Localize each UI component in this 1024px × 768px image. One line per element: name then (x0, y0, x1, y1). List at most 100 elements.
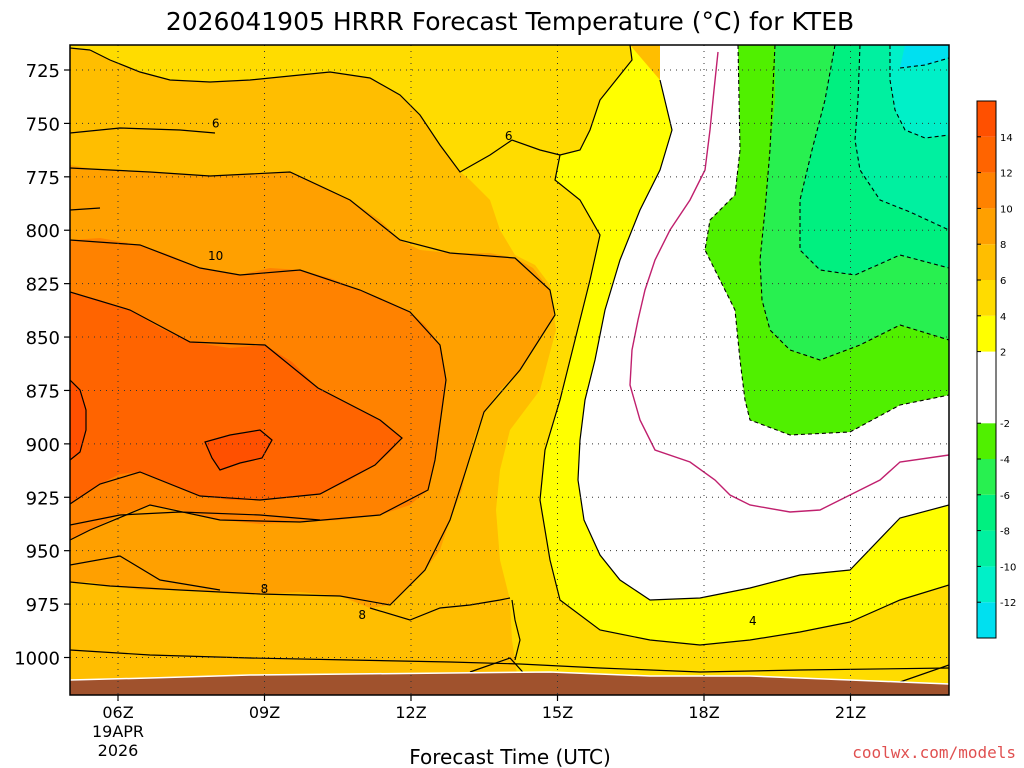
temperature-field (70, 45, 949, 695)
plot-frame (69, 44, 950, 696)
colorbar-tick-label: -10 (1000, 562, 1016, 573)
contour-12-surface (70, 511, 321, 526)
ground-terrain (70, 672, 949, 695)
contour-neg2 (704, 45, 949, 436)
colorbar-tick-label: 4 (1000, 312, 1006, 323)
y-tick-label: 775 (26, 168, 60, 189)
contour-near-surface-1 (70, 649, 949, 673)
contour-14-left (70, 379, 87, 461)
y-tick-label: 850 (26, 328, 60, 349)
x-tick-label: 09Z (249, 703, 280, 722)
contour-12 (70, 291, 403, 505)
freezing-contour (629, 51, 949, 513)
band-neg12-neg10 (890, 45, 949, 138)
band-2-4 (540, 45, 949, 645)
colorbar-bin (977, 566, 996, 603)
colorbar-bin (977, 244, 996, 280)
colorbar-bin (977, 315, 996, 352)
contour-6-lower (539, 154, 949, 646)
y-tick-label: 975 (26, 595, 60, 616)
contour-upper-right (559, 45, 633, 156)
x-tick-label: 12Z (395, 703, 426, 722)
contour-8-upper-left (70, 47, 91, 51)
x-axis-label: Forecast Time (UTC) (409, 745, 611, 768)
y-tick-label: 875 (26, 381, 60, 402)
negative-contours (704, 45, 949, 436)
colorbar-bin (977, 494, 996, 531)
chart-title: 2026041905 HRRR Forecast Temperature (°C… (166, 7, 854, 36)
x-tick-label: 18Z (688, 703, 719, 722)
contour-8-sounding (70, 207, 101, 211)
contour-4-lower (577, 79, 949, 601)
colorbar: 14 12 10 8 6 4 2 -2 -4 -6 -8 -10 -12 (976, 100, 1016, 639)
colorbar-tick-label: 14 (1000, 133, 1013, 144)
band-14-core-center (205, 430, 272, 470)
band-neg2-2 (578, 45, 949, 600)
y-tick-label: 925 (26, 488, 60, 509)
contour-neg10 (889, 45, 949, 139)
contour-label: 8 (261, 582, 269, 596)
colorbar-tick-label: 10 (1000, 204, 1013, 215)
contour-14-center (204, 429, 273, 471)
contour-labels: 6 6 10 8 8 4 (208, 116, 757, 628)
contour-10-lower (70, 239, 447, 541)
colorbar-tick-label: -2 (1000, 419, 1010, 430)
band-4-6-lower (460, 45, 949, 695)
y-tick-label: 900 (26, 435, 60, 456)
contour-8-surface (511, 599, 521, 661)
x-tick-label: 06Z (102, 703, 133, 722)
contour-8-mid (369, 597, 511, 621)
band-12-14 (70, 292, 402, 504)
gridlines (70, 45, 949, 695)
contour-label: 10 (208, 249, 223, 263)
y-tick-label: 1000 (14, 649, 60, 670)
colorbar-frame (976, 100, 997, 639)
contour-label: 6 (212, 116, 220, 130)
x-axis: 06Z 09Z 12Z 15Z 18Z 21Z (102, 695, 866, 722)
colorbar-tick-label: 8 (1000, 240, 1006, 251)
y-tick-label: 950 (26, 542, 60, 563)
colorbar-bin (977, 459, 996, 495)
y-tick-label: 825 (26, 275, 60, 296)
contour-upper-left (89, 49, 561, 173)
y-tick-label: 750 (26, 114, 60, 135)
x-date-label-day: 19APR (92, 722, 144, 741)
colorbar-tick-label: 12 (1000, 169, 1013, 180)
colorbar-bin (977, 172, 996, 209)
x-date-label-year: 2026 (98, 741, 139, 760)
colorbar-bin (977, 208, 996, 245)
colorbar-tick-label: -12 (1000, 598, 1016, 609)
y-tick-label: 725 (26, 61, 60, 82)
colorbar-tick-label: 2 (1000, 348, 1006, 359)
colorbar-bin (977, 423, 996, 459)
colorbar-bin (977, 101, 996, 137)
contour-label: 4 (749, 614, 757, 628)
contour-label: 8 (358, 608, 366, 622)
colorbar-bin (977, 136, 996, 173)
y-tick-label: 800 (26, 221, 60, 242)
contour-6-west (70, 127, 216, 134)
colorbar-tick-label: -6 (1000, 491, 1010, 502)
band-14-core-left (70, 380, 86, 460)
colorbar-tick-label: -4 (1000, 455, 1010, 466)
x-tick-label: 15Z (542, 703, 573, 722)
contour-neg12 (899, 57, 949, 69)
band-neg14-neg12 (900, 45, 949, 68)
colorbar-bin (977, 602, 996, 638)
surface-line (70, 671, 949, 685)
colorbar-bin (977, 530, 996, 567)
y-axis: 725 750 775 800 825 850 875 900 925 950 975 1000 (14, 61, 70, 670)
colorbar-tick-label: 6 (1000, 276, 1006, 287)
colorbar-bin (977, 280, 996, 316)
colorbar-tick-label: -8 (1000, 527, 1010, 538)
x-tick-label: 21Z (835, 703, 866, 722)
contour-10-upper (70, 167, 556, 606)
contour-10-surface (70, 555, 221, 591)
contour-neg6 (799, 45, 949, 276)
contour-label: 6 (505, 129, 513, 143)
band-4-6-upper (70, 45, 632, 172)
credit-link[interactable]: coolwx.com/models (852, 743, 1016, 762)
colorbar-bin (977, 351, 996, 424)
contour-lines (70, 45, 949, 695)
